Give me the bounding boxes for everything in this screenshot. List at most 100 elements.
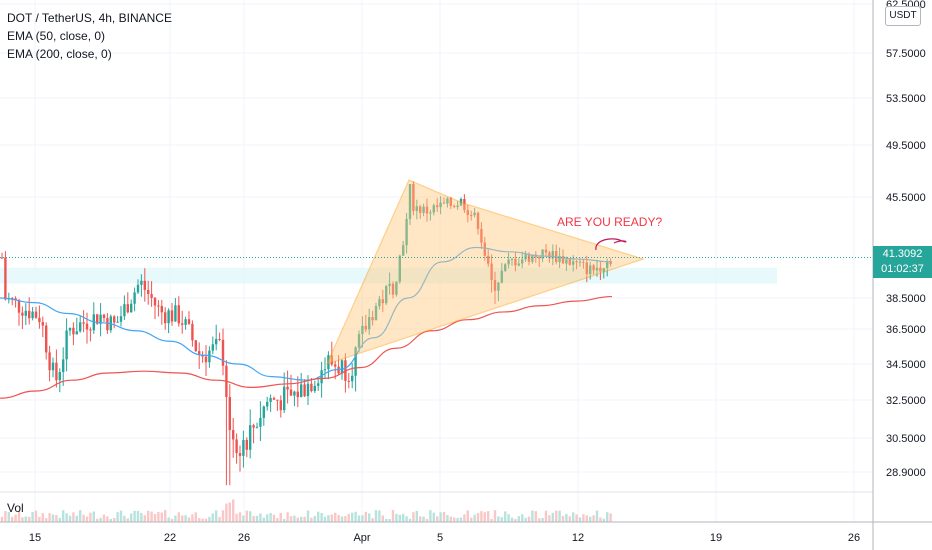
candle-body bbox=[327, 355, 330, 370]
volume-bar bbox=[92, 511, 95, 522]
volume-bar bbox=[300, 516, 303, 522]
candle-body bbox=[187, 319, 191, 324]
volume-bar bbox=[470, 517, 473, 522]
volume-bar bbox=[487, 511, 490, 522]
volume-bar bbox=[211, 513, 214, 522]
volume-bar bbox=[466, 510, 469, 522]
volume-bar bbox=[425, 518, 429, 522]
candle-body bbox=[211, 344, 214, 351]
volume-bar bbox=[578, 517, 582, 522]
time-tick-label: 15 bbox=[29, 532, 41, 544]
candle-body bbox=[177, 305, 180, 324]
volume-bar bbox=[283, 518, 286, 522]
candle-body bbox=[368, 317, 371, 330]
volume-bar bbox=[439, 512, 442, 522]
volume-bar bbox=[595, 510, 599, 522]
candle-body bbox=[578, 261, 582, 263]
price-tick-label: 32.5000 bbox=[886, 395, 926, 407]
volume-bar bbox=[337, 514, 340, 522]
candle-body bbox=[442, 202, 446, 204]
candle-body bbox=[493, 279, 497, 291]
candle-body bbox=[429, 212, 432, 214]
candle-body bbox=[259, 417, 262, 427]
candle-body bbox=[606, 261, 609, 269]
volume-bar bbox=[218, 517, 221, 522]
volume-bar bbox=[150, 511, 153, 522]
volume-bar bbox=[140, 512, 143, 522]
volume-bar bbox=[289, 516, 293, 522]
volume-bar bbox=[575, 514, 578, 522]
volume-bar bbox=[147, 510, 150, 522]
candle-body bbox=[51, 362, 55, 371]
volume-bar bbox=[500, 517, 503, 522]
candle-body bbox=[602, 268, 605, 272]
candle-body bbox=[238, 453, 242, 456]
candle-body bbox=[75, 331, 78, 335]
candle-body bbox=[252, 425, 255, 428]
volume-bar bbox=[517, 516, 520, 522]
volume-bar bbox=[555, 510, 558, 522]
volume-bar bbox=[364, 511, 367, 522]
candle-body bbox=[232, 430, 235, 440]
volume-bar bbox=[45, 518, 48, 522]
volume-bar bbox=[21, 517, 24, 522]
volume-bar bbox=[385, 518, 388, 522]
volume-bar bbox=[153, 514, 157, 522]
price-tick-label: 62.5000 bbox=[886, 0, 926, 11]
volume-bar bbox=[463, 514, 466, 522]
candle-body bbox=[408, 184, 412, 220]
candle-body bbox=[432, 205, 435, 213]
volume-bar bbox=[436, 516, 439, 522]
price-tick-label: 49.5000 bbox=[886, 140, 926, 152]
candle-body bbox=[68, 327, 72, 331]
candle-body bbox=[85, 323, 89, 330]
candle-body bbox=[436, 205, 439, 208]
volume-bar bbox=[221, 510, 225, 522]
volume-bar bbox=[602, 518, 605, 522]
volume-bar bbox=[592, 515, 595, 522]
candle-body bbox=[419, 206, 422, 213]
time-tick-label: 26 bbox=[848, 532, 860, 544]
time-tick-label: 19 bbox=[710, 532, 722, 544]
currency-button[interactable]: USDT bbox=[885, 6, 921, 26]
volume-bar bbox=[228, 502, 231, 522]
candle-body bbox=[514, 258, 517, 266]
volume-bar bbox=[109, 518, 112, 522]
candle-body bbox=[235, 439, 238, 454]
legend-symbol[interactable]: DOT / TetherUS, 4h, BINANCE bbox=[7, 11, 172, 25]
volume-bar bbox=[194, 512, 197, 522]
volume-bar bbox=[79, 510, 82, 522]
volume-bar bbox=[490, 518, 493, 522]
candle-body bbox=[14, 298, 17, 300]
volume-bar bbox=[483, 512, 486, 522]
candle-body bbox=[334, 364, 337, 367]
legend-ema50[interactable]: EMA (50, close, 0) bbox=[7, 29, 106, 43]
candle-body bbox=[130, 303, 133, 313]
candle-body bbox=[116, 321, 119, 323]
volume-bar bbox=[565, 513, 568, 522]
candle-body bbox=[55, 362, 58, 381]
candle-body bbox=[398, 255, 401, 282]
volume-bar bbox=[136, 510, 140, 522]
legend-ema200[interactable]: EMA (200, close, 0) bbox=[7, 47, 112, 61]
candle-body bbox=[153, 297, 157, 306]
candle-body bbox=[303, 384, 306, 397]
volume-bar bbox=[58, 517, 61, 522]
volume-bar bbox=[259, 513, 262, 522]
candle-body bbox=[561, 255, 565, 264]
candle-body bbox=[72, 327, 75, 335]
volume-bar bbox=[327, 515, 330, 522]
candle-body bbox=[470, 215, 473, 217]
price-tick-label: 45.5000 bbox=[886, 192, 926, 204]
candle-body bbox=[357, 334, 361, 348]
volume-bar bbox=[232, 499, 235, 522]
volume-bar bbox=[541, 517, 544, 522]
volume-bar bbox=[514, 518, 517, 522]
candle-body bbox=[463, 198, 466, 211]
volume-bar bbox=[344, 516, 347, 522]
candle-body bbox=[106, 318, 109, 331]
candle-body bbox=[198, 351, 201, 355]
volume-bar bbox=[415, 510, 418, 522]
